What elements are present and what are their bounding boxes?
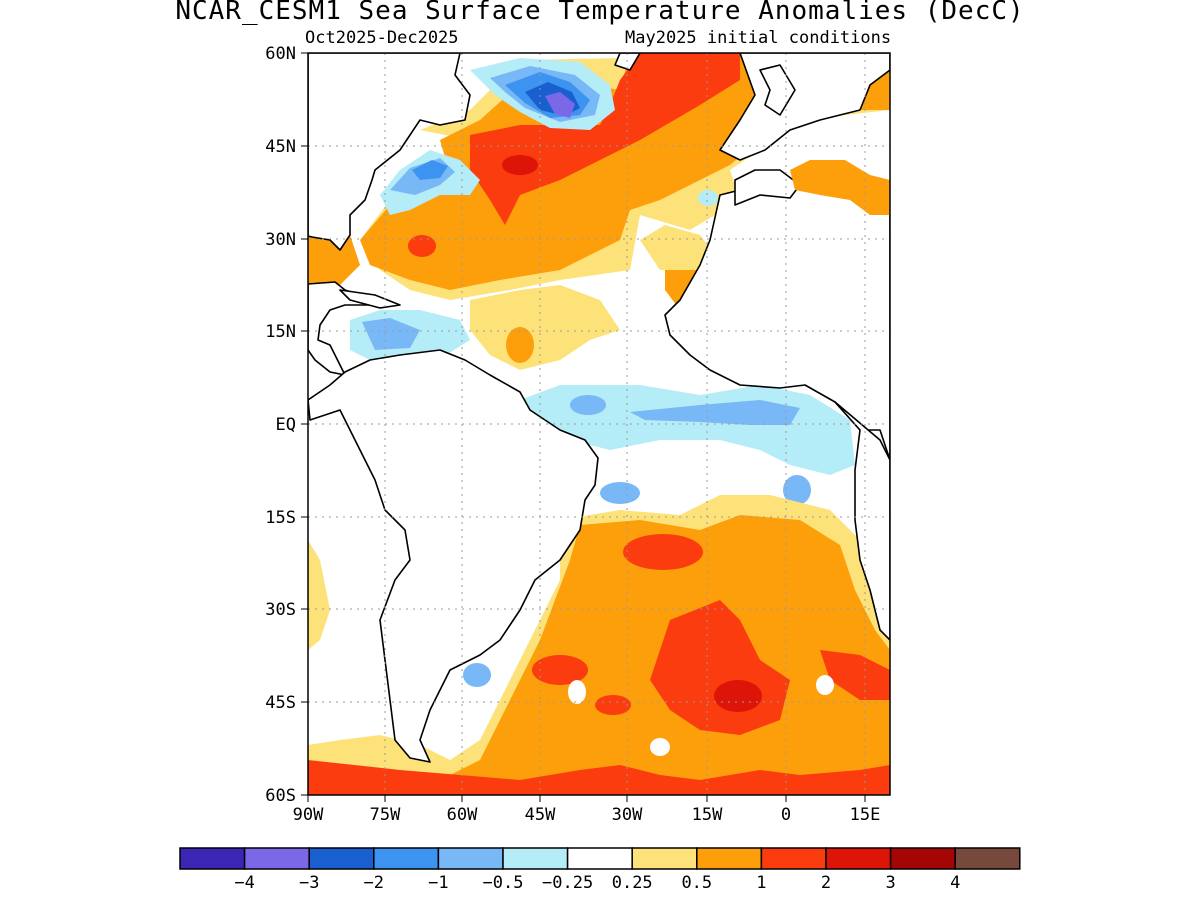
anomaly-lab-three (545, 92, 575, 118)
lat-label: 45S (265, 693, 296, 713)
anomaly-azores (698, 190, 718, 206)
north-america (308, 53, 471, 251)
colorbar-label: −0.5 (483, 873, 524, 893)
anomaly-na-two (470, 53, 740, 225)
colorbar-swatch (889, 847, 956, 870)
lon-label: 75W (370, 805, 401, 825)
lat-label: 30S (265, 600, 296, 620)
lon-label: 15W (692, 805, 723, 825)
colorbar-swatch (437, 847, 504, 870)
anomaly-eq-spot (570, 395, 606, 415)
colorbar-label: −1 (428, 873, 448, 893)
anomaly-sa-spot1 (600, 482, 640, 504)
lat-label: 60N (265, 44, 296, 64)
iberia (734, 169, 801, 206)
colorbar-swatch (502, 847, 569, 870)
lat-label: 15S (265, 508, 296, 528)
anomaly-useast-one (412, 160, 448, 180)
south-america (308, 349, 599, 763)
colorbar-label: −0.25 (542, 873, 593, 893)
colorbar-label: 2 (821, 873, 831, 893)
southern-africa (834, 401, 890, 641)
page-title: NCAR_CESM1 Sea Surface Temperature Anoma… (175, 0, 1025, 26)
anomaly-hole1 (568, 680, 586, 704)
colorbar-label: 0.25 (612, 873, 653, 893)
colorbar-swatch (760, 847, 827, 870)
lon-label: 0 (781, 805, 791, 825)
europe (719, 53, 890, 161)
colorbar-swatch (696, 847, 763, 870)
graticule (308, 53, 890, 795)
lon-label: 90W (293, 805, 324, 825)
anomaly-sa-two-a (623, 534, 703, 570)
lat-label: 15N (265, 322, 296, 342)
lat-label: 60S (265, 786, 296, 806)
lon-label: 15E (850, 805, 881, 825)
sst-anomaly-field (308, 53, 890, 795)
anomaly-sa-two-e (595, 695, 631, 715)
land (308, 53, 890, 763)
lon-label: 30W (612, 805, 643, 825)
anomaly-sa-two-d (820, 650, 890, 700)
colorbar-swatch (631, 847, 698, 870)
colorbar-label: 0.5 (681, 873, 712, 893)
colorbar-swatch (566, 847, 633, 870)
lat-label: EQ (276, 415, 296, 435)
tick-marks (301, 52, 866, 802)
anomaly-canary-half (640, 225, 715, 270)
lat-label: 30N (265, 230, 296, 250)
anomaly-gulf (308, 230, 360, 290)
colorbar-label: −2 (364, 873, 384, 893)
colorbar-swatch (954, 847, 1021, 870)
cuba (339, 289, 401, 309)
anomaly-eq-half (630, 400, 800, 425)
colorbar-label: 3 (885, 873, 895, 893)
colorbar-label: 1 (756, 873, 766, 893)
anomaly-tna-spot (506, 327, 534, 363)
colorbar-swatch (308, 847, 375, 870)
colorbar-label: −4 (234, 873, 254, 893)
colorbar-swatch (179, 847, 246, 870)
colorbar: −4 −3 −2 −1 −0.5 −0.25 0.25 0.5 1 2 3 4 (179, 847, 1021, 893)
forecast-period: Oct2025-Dec2025 (305, 28, 459, 48)
anomaly-na-spot (408, 235, 436, 257)
anomaly-sa-three (714, 680, 762, 712)
lon-label: 45W (525, 805, 556, 825)
colorbar-swatch (373, 847, 440, 870)
colorbar-label: 4 (950, 873, 960, 893)
anomaly-sa-two-c (532, 655, 588, 685)
colorbar-swatch (243, 847, 310, 870)
anomaly-southern-ocean (308, 760, 890, 795)
initial-conditions: May2025 initial conditions (625, 28, 892, 48)
anomaly-sepac (308, 540, 330, 650)
anomaly-na-three (502, 155, 538, 175)
anomaly-hole2 (650, 738, 670, 756)
anomaly-carib-half (362, 318, 420, 350)
lon-label: 60W (447, 805, 478, 825)
colorbar-label: −3 (299, 873, 319, 893)
anomaly-sa-one (420, 515, 890, 795)
lat-label: 45N (265, 137, 296, 157)
anomaly-angola (783, 475, 811, 505)
anomaly-hole3 (816, 675, 834, 695)
anomaly-patagonia (463, 663, 491, 687)
colorbar-swatch (825, 847, 892, 870)
